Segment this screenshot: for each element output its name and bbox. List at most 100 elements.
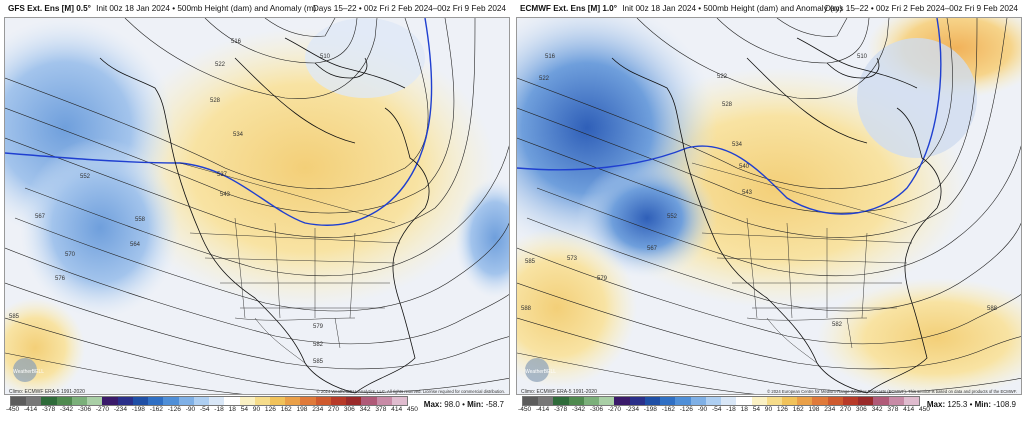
- colorbar-swatch: [300, 397, 316, 405]
- colorbar-tick-label: -126: [679, 406, 693, 413]
- contour-label: 528: [722, 102, 733, 108]
- colorbar-swatch: [132, 397, 149, 405]
- negative-anomaly-area: [20, 138, 180, 318]
- colorbar-tick-label: 126: [776, 406, 788, 413]
- colorbar-swatch: [117, 397, 133, 405]
- colorbar-swatch: [690, 397, 706, 405]
- gfs-panel: GFS Ext. Ens [M] 0.5° Init 00z 18 Jan 20…: [4, 0, 510, 423]
- colorbar-tick-label: -18: [214, 406, 224, 413]
- contour-label: 582: [832, 322, 843, 328]
- colorbar-tick-label: 378: [887, 406, 899, 413]
- contour-label: 579: [313, 324, 324, 330]
- contour-label: 534: [233, 132, 244, 138]
- colorbar-swatch: [178, 397, 194, 405]
- colorbar-tick-label: -54: [199, 406, 210, 413]
- colorbar-swatch: [888, 397, 904, 405]
- colorbar-tick-label: 306: [855, 406, 867, 413]
- colorbar-swatch: [41, 397, 57, 405]
- panel-title: ECMWF Ext. Ens [M] 1.0°: [520, 4, 617, 13]
- colorbar-swatch: [873, 397, 889, 405]
- contour-label: 543: [742, 190, 753, 196]
- colorbar-swatch: [523, 397, 539, 405]
- max-value: 125.3: [947, 400, 968, 409]
- contour-label: 522: [717, 74, 728, 80]
- max-label: Max:: [926, 400, 946, 409]
- contour-label: 522: [539, 76, 550, 82]
- colorbar-swatch: [56, 397, 72, 405]
- coastline: [611, 37, 942, 394]
- colorbar-swatch: [781, 397, 798, 405]
- contour-label: 510: [320, 54, 331, 60]
- colorbar-tick-label: -378: [41, 406, 56, 413]
- colorbar-swatch: [102, 397, 118, 405]
- colorbar-swatch: [827, 397, 843, 405]
- max-value: 98.0: [444, 400, 460, 409]
- colorbar-swatch: [553, 397, 569, 405]
- anomaly-colorbar: [522, 396, 920, 406]
- colorbar-swatch: [629, 397, 645, 405]
- contour-label: 564: [130, 242, 141, 248]
- colorbar-tick-label: 378: [375, 406, 387, 413]
- colorbar-swatch: [599, 397, 615, 405]
- positive-anomaly-area: [817, 278, 1021, 394]
- colorbar-tick-label: -90: [697, 406, 708, 413]
- colorbar-ticks: -450 -414 -378 -342 -306 -270 -234 -198 -162 -126…: [518, 406, 930, 416]
- colorbar-swatch: [239, 397, 255, 405]
- panel-valid-days: Days 15–22 • 00z Fri 2 Feb 2024–00z Fri …: [312, 4, 506, 13]
- contour-label: 567: [35, 214, 46, 220]
- colorbar-tick-label: -162: [149, 406, 163, 413]
- colorbar-swatch: [26, 397, 42, 405]
- contour-label: 516: [545, 54, 556, 60]
- contour-label: 543: [220, 192, 231, 198]
- colorbar-tick-label: -378: [553, 406, 568, 413]
- colorbar-tick-label: -234: [113, 406, 128, 413]
- contour-label: 576: [55, 276, 66, 282]
- min-label: Min:: [467, 400, 484, 409]
- colorbar-tick-label: -306: [589, 406, 604, 413]
- colorbar-swatch: [148, 397, 164, 405]
- map-area: 537 543 534 528 522 516 510 552 567 558 …: [4, 17, 510, 395]
- climo-note: Climo: ECMWF ERA-5 1991-2020: [9, 389, 85, 395]
- contour-label: 588: [987, 306, 998, 312]
- colorbar-swatch: [583, 397, 600, 405]
- negative-anomaly-area: [455, 178, 509, 298]
- contour-label: 534: [732, 142, 743, 148]
- min-label: Min:: [974, 400, 992, 409]
- logo-text: WeatherBELL: [13, 369, 44, 375]
- panel-subtitle: Init 00z 18 Jan 2024 • 500mb Height (dam…: [622, 4, 843, 13]
- colorbar-swatch: [285, 397, 301, 405]
- colorbar-tick-label: 18: [228, 406, 236, 413]
- contour-label: 588: [521, 306, 532, 312]
- contour-labels: 537 543 534 528 522 516 510 552 567 558 …: [9, 39, 331, 365]
- colorbar-swatch: [751, 397, 767, 405]
- climo-note: Climo: ECMWF ERA-5 1991-2020: [521, 389, 597, 395]
- min-value: -108.9: [993, 400, 1016, 409]
- colorbar-tick-label: -234: [625, 406, 640, 413]
- height-contours: [5, 18, 509, 394]
- height-anomaly-map: 516 522 522 528 534 540 543 510 552 567 …: [517, 18, 1021, 395]
- coastline: [99, 37, 430, 394]
- colorbar-tick-label: 234: [312, 406, 324, 413]
- colorbar-tick-label: 306: [343, 406, 355, 413]
- copyright-note: © 2024 European Centre for Medium-Range …: [767, 389, 1017, 394]
- colorbar-tick-label: 198: [296, 406, 308, 413]
- colorbar-tick-label: 90: [764, 406, 773, 413]
- colorbar-tick-label: -414: [535, 406, 550, 413]
- highlighted-contour: [5, 18, 433, 226]
- panel-subtitle: Init 00z 18 Jan 2024 • 500mb Height (dam…: [96, 4, 317, 13]
- colorbar-tick-label: -342: [571, 406, 586, 413]
- colorbar-tick-label: -198: [131, 406, 145, 413]
- contour-label: 585: [9, 314, 20, 320]
- political-borders: [179, 162, 401, 364]
- colorbar-swatch: [346, 397, 362, 405]
- contour-label: 567: [647, 246, 658, 252]
- contour-label: 585: [525, 259, 536, 265]
- colorbar-swatch: [766, 397, 782, 405]
- min-value: -58.7: [485, 400, 504, 409]
- colorbar-swatch: [797, 397, 813, 405]
- contour-label: 585: [313, 359, 324, 365]
- highlighted-contour: [517, 18, 942, 215]
- colorbar-tick-label: -18: [726, 406, 736, 413]
- colorbar-tick-label: 450: [918, 406, 930, 413]
- colorbar-swatch: [209, 397, 225, 405]
